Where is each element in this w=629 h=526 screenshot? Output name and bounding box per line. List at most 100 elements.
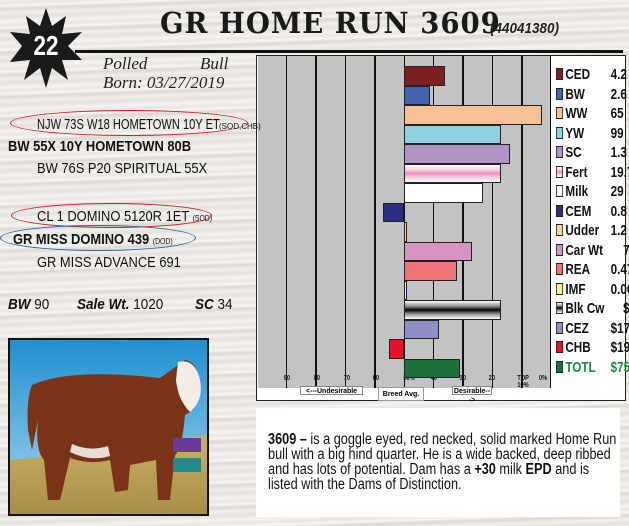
legend-item-cez: CEZ $172: [556, 319, 629, 338]
grid-line: [315, 56, 317, 388]
legend-swatch: [556, 243, 564, 256]
legend-value: $172: [610, 319, 629, 337]
birth-weight: BW 90: [8, 296, 49, 313]
legend-value: 2.6: [610, 85, 627, 103]
legend-label: CED: [565, 66, 591, 83]
legend-label: CEM: [565, 202, 592, 220]
desc-milk-value: +30: [474, 461, 496, 478]
grid-line: [432, 56, 435, 388]
dam-dam: GR MISS ADVANCE 691: [37, 254, 181, 271]
bar-blkcw: [404, 300, 502, 320]
sire: BW 55X 10Y HOMETOWN 80B: [8, 138, 192, 155]
animal-name: GR HOME RUN 3609: [160, 6, 501, 40]
legend-label: IMF: [565, 280, 586, 298]
dam-highlight: [0, 225, 196, 251]
legend-value: 0.8: [610, 202, 627, 220]
legend-swatch: [556, 321, 564, 334]
desc-epd: EPD: [525, 461, 552, 478]
dam-sire: CL 1 DOMINO 5120R 1ET (SOD): [37, 208, 212, 225]
tick-label: 30: [459, 375, 467, 382]
legend-value: $754: [610, 358, 629, 376]
desc-lead: 3609 –: [268, 431, 307, 448]
grid-line: [521, 56, 523, 388]
undesirable-label: <---Undesirable: [300, 386, 363, 395]
legend-value: $192: [610, 339, 629, 356]
bar-fert: [404, 163, 502, 183]
dam-sire-tag: (SOD): [192, 214, 213, 223]
legend-label: BW: [565, 85, 585, 103]
legend-item-yw: YW 99: [556, 124, 624, 143]
birth-date: Born: 03/27/2019: [103, 73, 225, 92]
dam: GR MISS DOMINO 439 (DOD): [13, 231, 173, 248]
desc-text-2: milk: [495, 461, 526, 478]
legend-item-totl: TOTL $754: [556, 358, 629, 377]
sire-sire-name: NJW 73S W18 HOMETOWN 10Y ET: [37, 116, 220, 133]
legend-swatch: [556, 282, 564, 295]
bar-milk: [404, 183, 484, 203]
legend-swatch: [556, 87, 564, 100]
horn-status: Polled: [103, 54, 148, 73]
legend-item-chb: CHB $192: [556, 338, 629, 357]
sale-wt-value: 1020: [133, 296, 164, 313]
legend-value: 1.3: [610, 144, 627, 161]
legend-label: Udder: [565, 222, 600, 239]
legend-value: 99: [610, 124, 624, 142]
grid-line: [285, 56, 288, 388]
sire-sire-tag: (SOD,CHB): [219, 122, 261, 131]
legend-item-udder: Udder 1.2: [556, 221, 627, 240]
legend-label: WW: [565, 105, 588, 122]
sex: Bull: [200, 54, 229, 73]
legend-label: Car Wt: [565, 241, 604, 259]
legend-swatch: [556, 68, 564, 80]
bar-chb: [389, 339, 404, 359]
legend-value: 4.2: [610, 66, 627, 83]
legend-item-rea: REA 0.47: [556, 260, 629, 279]
grid-line: [374, 56, 376, 388]
legend-label: CEZ: [565, 319, 589, 337]
grid-line: [491, 56, 494, 388]
sire-sire-highlight: [10, 110, 248, 136]
desirable-label: Desirable--->: [452, 386, 492, 404]
registration-number: (44041380): [490, 20, 560, 37]
legend-value: 65: [610, 105, 624, 122]
legend-item-ced: CED 4.2: [556, 65, 627, 84]
tick-label: 80: [313, 375, 321, 382]
legend-swatch: [556, 341, 564, 353]
legend-swatch: [556, 263, 564, 275]
bar-cez: [404, 319, 440, 339]
legend-value: 0.47: [610, 261, 629, 278]
bw-label: BW: [8, 296, 31, 313]
tick-label: TOP 10%: [517, 375, 529, 389]
sc-label: SC: [195, 296, 214, 313]
bar-udder: [404, 222, 407, 242]
desc-text-1: is a goggle eyed, red necked, solid mark…: [268, 431, 617, 478]
legend-item-milk: Milk 29: [556, 182, 624, 201]
legend-value: 0.06: [610, 280, 629, 298]
legend-swatch: [556, 165, 564, 178]
legend-swatch: [556, 107, 564, 119]
legend-item-fert: Fert 19.7: [556, 163, 629, 182]
bar-totl: [404, 358, 460, 378]
description-text: 3609 – is a goggle eyed, red necked, sol…: [268, 431, 621, 493]
legend-swatch: [556, 224, 564, 236]
legend-label: SC: [565, 144, 582, 161]
sc-value: 34: [217, 296, 233, 313]
legend-swatch: [556, 185, 564, 197]
legend-label: TOTL: [565, 358, 596, 376]
legend-item-cem: CEM 0.8: [556, 202, 627, 221]
grid-line: [462, 56, 464, 388]
sale-wt-label: Sale Wt.: [77, 296, 130, 313]
bar-ced: [404, 66, 446, 86]
legend-label: CHB: [565, 339, 591, 356]
bar-cem: [383, 202, 404, 222]
legend-swatch: [556, 360, 564, 373]
legend-label: REA: [565, 261, 591, 278]
bull-photo: [8, 338, 209, 516]
bar-yw: [404, 124, 502, 144]
tick-label: 20: [488, 375, 496, 382]
bar-sc: [404, 144, 510, 164]
legend-value: 1.2: [610, 222, 627, 239]
legend-label: Blk Cw: [565, 300, 605, 317]
dam-sire-name: CL 1 DOMINO 5120R 1ET: [37, 208, 189, 225]
bar-rea: [404, 261, 457, 281]
